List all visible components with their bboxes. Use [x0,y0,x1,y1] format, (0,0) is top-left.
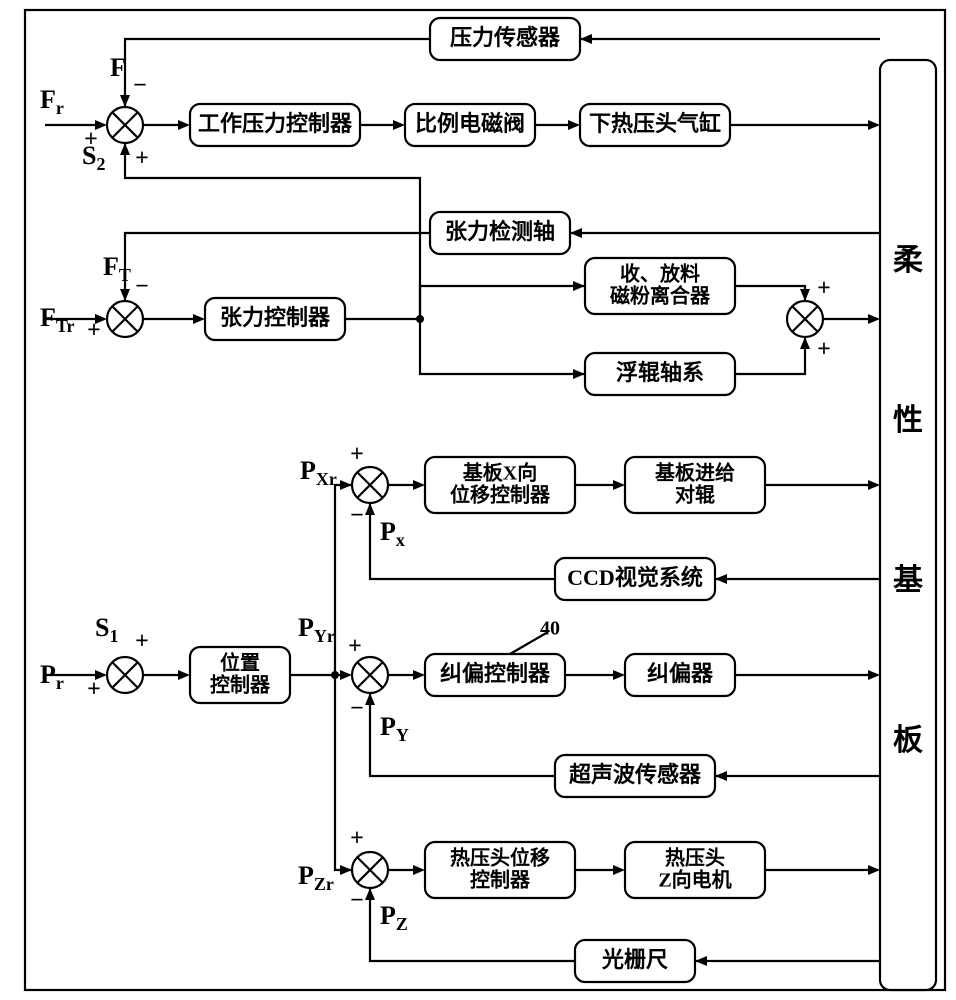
lbl-F: F [110,53,126,82]
callout-40: 40 [540,618,560,640]
svg-text:+: + [350,442,364,468]
svg-text:+: + [817,337,831,363]
lbl-PYr: PYr [298,613,335,646]
svg-text:−: − [135,274,149,300]
svg-text:−: − [350,888,364,914]
lbl-PZr: PZr [298,861,334,894]
pressure_sensor-label: 压力传感器 [450,25,561,50]
pos_ctrl-label2: 控制器 [210,673,271,697]
plant-char-2: 基 [893,564,923,597]
clutch-label1: 收、放料 [620,262,700,286]
lbl-Px: Px [380,517,405,550]
dev_corr-label: 纠偏器 [647,661,714,686]
plant-char-3: 板 [893,724,923,757]
dev_ctrl-label: 纠偏控制器 [440,661,551,686]
lbl-PY: PY [380,712,409,745]
svg-text:+: + [135,629,149,655]
svg-text:+: + [87,677,101,703]
ultrasonic-label: 超声波传感器 [569,762,702,787]
feed_roll-label2: 对辊 [675,483,715,507]
ccd-label: CCD视觉系统 [567,565,703,590]
tension_axis-label: 张力检测轴 [445,219,555,244]
lbl-S2: S2 [82,141,105,174]
lower_cyl-label: 下热压头气缸 [589,111,721,136]
lbl-S1: S1 [95,613,118,646]
svg-text:+: + [350,826,364,852]
plant-char-0: 柔 [893,244,923,277]
clutch-label2: 磁粉离合器 [610,284,711,308]
lbl-Pz: PZ [380,901,408,934]
pos_ctrl-label1: 位置 [220,651,260,675]
x_ctrl-label1: 基板X向 [463,461,537,485]
grating-label: 光栅尺 [601,947,668,972]
x_ctrl-label2: 位移控制器 [450,483,551,507]
svg-text:+: + [135,146,149,172]
svg-text:+: + [817,276,831,302]
float_roll-label: 浮辊轴系 [616,360,704,385]
lbl-FT: FT [103,252,131,285]
svg-text:−: − [350,696,364,722]
svg-text:−: − [350,503,364,529]
lbl-PXr: PXr [300,456,337,489]
svg-text:−: − [133,73,147,99]
tension_ctrl-label: 张力控制器 [220,305,331,330]
plant-box [880,60,936,990]
z_ctrl-label1: 热压头位移 [450,846,550,870]
z_motor-label1: 热压头 [665,847,725,870]
lbl-Fr: Fr [40,85,64,118]
lbl-Pr: Pr [40,660,64,693]
prop_valve-label: 比例电磁阀 [415,111,525,136]
svg-text:+: + [348,634,362,660]
z_motor-label2: Z向电机 [658,868,731,892]
work_p_ctrl-label: 工作压力控制器 [198,111,353,136]
z_ctrl-label2: 控制器 [470,868,531,892]
feed_roll-label1: 基板进给 [655,461,735,485]
plant-char-1: 性 [893,404,923,437]
